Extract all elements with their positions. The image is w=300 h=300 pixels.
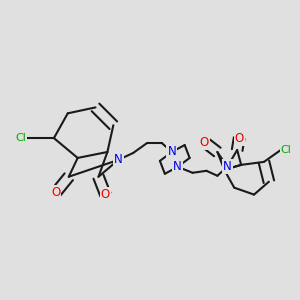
Text: Cl: Cl (281, 145, 292, 155)
Text: O: O (51, 186, 61, 199)
Text: N: N (173, 160, 182, 173)
Text: O: O (200, 136, 209, 148)
Text: N: N (223, 160, 232, 173)
Text: O: O (235, 132, 244, 145)
Text: Cl: Cl (15, 133, 26, 143)
Text: N: N (114, 153, 123, 167)
Text: O: O (101, 188, 110, 201)
Text: N: N (167, 146, 176, 158)
